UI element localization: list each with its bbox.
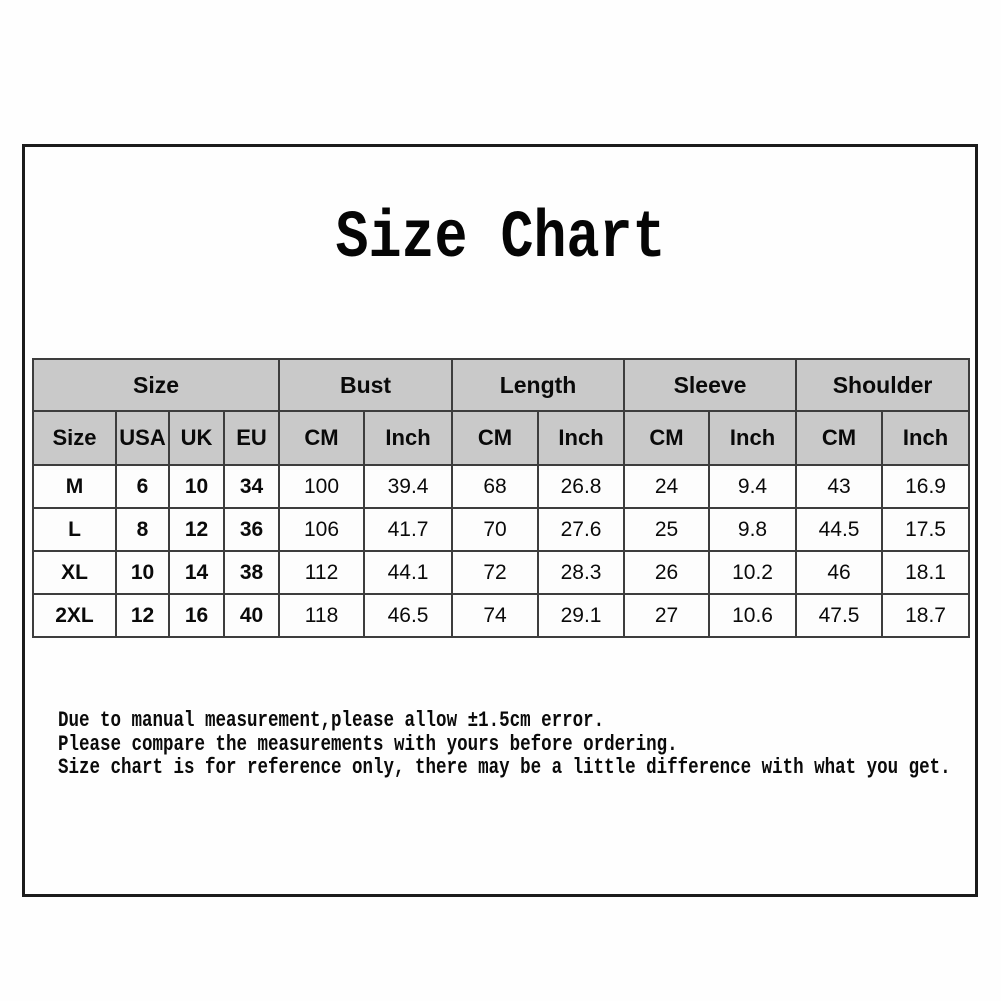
column-header-5-inch: Inch [363,410,454,466]
cell-m-col5: 39.4 [363,464,454,509]
column-group-shoulder: Shoulder [795,358,971,412]
cell-2xl-col11: 18.7 [881,593,971,638]
table-row-l: L 8 12 36 106 41.7 70 27.6 25 9.8 44.5 17.5 [32,507,971,552]
table-body: M 6 10 34 100 39.4 68 26.8 24 9.4 43 16.9 L 8 12 36 106 4… [32,464,971,638]
column-header-3-eu: EU [222,410,281,466]
cell-m-col8: 24 [623,464,711,509]
cell-2xl-col1: 12 [115,593,170,638]
cell-m-col11: 16.9 [881,464,971,509]
cell-l-col2: 12 [168,507,225,552]
cell-l-col6: 70 [451,507,540,552]
size-chart-table: Size Bust Length Sleeve Shoulder Size USA UK EU… [31,358,971,638]
cell-l-col9: 9.8 [708,507,798,552]
column-header-8-cm: CM [623,410,711,466]
note-line-2: Please compare the measurements with you… [58,731,678,757]
cell-l-col1: 8 [115,507,170,552]
cell-xl-col2: 14 [168,550,225,595]
cell-2xl-col5: 46.5 [363,593,454,638]
column-header-9-inch: Inch [708,410,798,466]
cell-2xl-col6: 74 [451,593,540,638]
cell-l-col10: 44.5 [795,507,884,552]
cell-m-col0: M [32,464,117,509]
cell-xl-col6: 72 [451,550,540,595]
cell-xl-col9: 10.2 [708,550,798,595]
cell-m-col6: 68 [451,464,540,509]
cell-xl-col3: 38 [222,550,281,595]
cell-2xl-col4: 118 [278,593,366,638]
cell-2xl-col0: 2XL [32,593,117,638]
cell-2xl-col3: 40 [222,593,281,638]
cell-xl-col11: 18.1 [881,550,971,595]
cell-2xl-col8: 27 [623,593,711,638]
cell-l-col7: 27.6 [537,507,626,552]
cell-m-col1: 6 [115,464,170,509]
cell-l-col4: 106 [278,507,366,552]
cell-l-col11: 17.5 [881,507,971,552]
cell-2xl-col7: 29.1 [537,593,626,638]
cell-m-col9: 9.4 [708,464,798,509]
column-header-10-cm: CM [795,410,884,466]
column-header-6-cm: CM [451,410,540,466]
cell-2xl-col10: 47.5 [795,593,884,638]
cell-l-col8: 25 [623,507,711,552]
cell-xl-col8: 26 [623,550,711,595]
cell-xl-col5: 44.1 [363,550,454,595]
page-title: Size Chart [335,199,666,277]
cell-m-col2: 10 [168,464,225,509]
table-row-2xl: 2XL 12 16 40 118 46.5 74 29.1 27 10.6 47.5 18.7 [32,593,971,638]
cell-l-col0: L [32,507,117,552]
column-header-2-uk: UK [168,410,225,466]
column-header-4-cm: CM [278,410,366,466]
cell-2xl-col9: 10.6 [708,593,798,638]
cell-l-col5: 41.7 [363,507,454,552]
column-header-11-inch: Inch [881,410,971,466]
table-group-row: Size Bust Length Sleeve Shoulder [31,358,971,412]
cell-m-col10: 43 [795,464,884,509]
cell-l-col3: 36 [222,507,281,552]
note-line-1: Due to manual measurement,please allow ±… [58,708,605,734]
cell-xl-col10: 46 [795,550,884,595]
table-row-xl: XL 10 14 38 112 44.1 72 28.3 26 10.2 46 18.1 [32,550,971,595]
note-line-3: Size chart is for reference only, there … [58,755,951,781]
column-group-bust: Bust [278,358,454,412]
disclaimer-notes: Due to manual measurement,please allow ±… [58,708,958,781]
cell-m-col7: 26.8 [537,464,626,509]
column-group-sleeve: Sleeve [623,358,798,412]
cell-m-col4: 100 [278,464,366,509]
cell-xl-col4: 112 [278,550,366,595]
table-subheader-row: Size USA UK EU CM Inch CM Inch CM Inch CM Inch [32,410,971,466]
cell-xl-col0: XL [32,550,117,595]
table-header: Size Bust Length Sleeve Shoulder Size USA UK EU… [31,358,971,466]
cell-xl-col7: 28.3 [537,550,626,595]
column-group-size: Size [31,358,281,412]
column-header-1-usa: USA [115,410,170,466]
cell-xl-col1: 10 [115,550,170,595]
cell-2xl-col2: 16 [168,593,225,638]
table-row-m: M 6 10 34 100 39.4 68 26.8 24 9.4 43 16.9 [32,464,971,509]
column-header-7-inch: Inch [537,410,626,466]
column-header-0-size: Size [32,410,117,466]
cell-m-col3: 34 [222,464,281,509]
column-group-length: Length [451,358,626,412]
